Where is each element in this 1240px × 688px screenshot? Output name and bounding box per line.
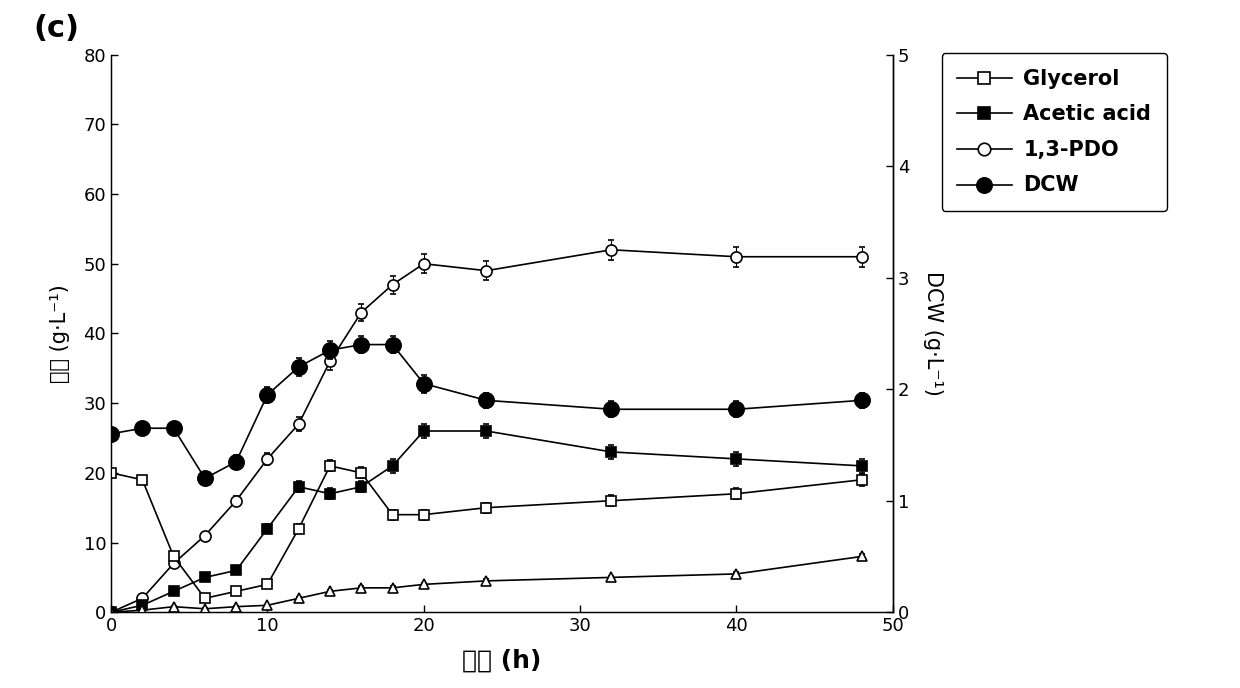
- Text: (c): (c): [33, 14, 79, 43]
- X-axis label: 时间 (h): 时间 (h): [463, 649, 542, 673]
- Y-axis label: DCW (g·L⁻¹): DCW (g·L⁻¹): [923, 271, 944, 396]
- Legend: Glycerol, Acetic acid, 1,3-PDO, DCW: Glycerol, Acetic acid, 1,3-PDO, DCW: [941, 53, 1167, 211]
- Y-axis label: 浓度 (g·L⁻¹): 浓度 (g·L⁻¹): [50, 284, 69, 383]
